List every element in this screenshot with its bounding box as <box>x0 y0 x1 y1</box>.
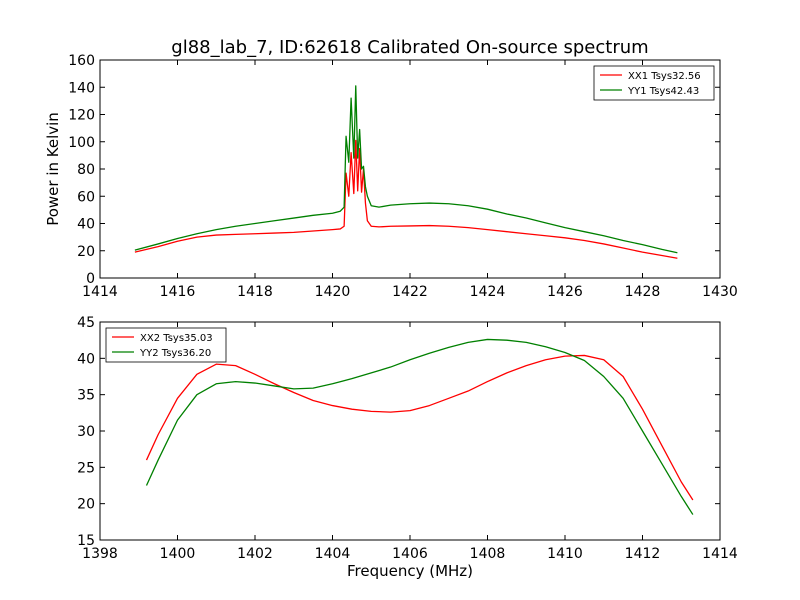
x-tick-label: 1402 <box>237 546 273 562</box>
x-tick-label: 1410 <box>547 546 583 562</box>
y-axis-label: Power in Kelvin <box>44 112 62 226</box>
y-tick-label: 40 <box>77 351 95 367</box>
legend-label: XX2 Tsys35.03 <box>140 333 213 344</box>
legend: XX2 Tsys35.03 YY2 Tsys36.20 <box>105 327 227 363</box>
x-tick-label: 1428 <box>625 284 661 300</box>
x-tick-label: 1422 <box>392 284 428 300</box>
y-tick-label: 80 <box>77 162 95 178</box>
series-line-1-1 <box>134 139 678 259</box>
legend-label: YY1 Tsys42.43 <box>627 86 699 97</box>
y-tick-label: 140 <box>68 80 95 96</box>
x-tick-label: 1424 <box>470 284 506 300</box>
y-tick-label: 20 <box>77 497 95 513</box>
x-tick-label: 1418 <box>237 284 273 300</box>
series-line-2-2 <box>145 338 694 515</box>
y-tick-label: 15 <box>77 533 95 549</box>
x-tick-label: 1416 <box>160 284 196 300</box>
x-tick-label: 1404 <box>315 546 351 562</box>
x-tick-label: 1420 <box>315 284 351 300</box>
chart-title: gl88_lab_7, ID:62618 Calibrated On-sourc… <box>171 37 648 58</box>
chart-panel-2: 1398 1400 1402 1404 1406 1408 1410 1412 1414 15 20… <box>77 315 738 580</box>
x-tick-label: 1406 <box>392 546 428 562</box>
y-tick-label: 40 <box>77 217 95 233</box>
y-tick-label: 60 <box>77 189 95 205</box>
y-tick-label: 25 <box>77 460 95 476</box>
x-tick-label: 1414 <box>702 546 738 562</box>
legend: XX1 Tsys32.56 YY1 Tsys42.43 <box>593 65 715 101</box>
series-line-2-1 <box>145 354 694 501</box>
legend-label: XX1 Tsys32.56 <box>628 71 701 82</box>
y-tick-label: 100 <box>68 135 95 151</box>
x-tick-label: 1400 <box>160 546 196 562</box>
x-tick-label: 1398 <box>82 546 118 562</box>
y-tick-label: 30 <box>77 424 95 440</box>
x-tick-label: 1412 <box>625 546 661 562</box>
legend-box <box>105 327 227 363</box>
legend-label: YY2 Tsys36.20 <box>139 348 211 359</box>
series-line-1-2 <box>134 85 678 254</box>
x-tick-label: 1430 <box>702 284 738 300</box>
x-axis-label: Frequency (MHz) <box>347 562 473 580</box>
y-tick-label: 35 <box>77 388 95 404</box>
legend-box <box>593 65 715 101</box>
y-tick-label: 0 <box>86 271 95 287</box>
y-tick-label: 120 <box>68 108 95 124</box>
y-tick-label: 160 <box>68 53 95 69</box>
x-tick-label: 1426 <box>547 284 583 300</box>
y-tick-label: 45 <box>77 315 95 331</box>
x-tick-label: 1414 <box>82 284 118 300</box>
x-tick-label: 1408 <box>470 546 506 562</box>
chart-panel-1: 1414 1416 1418 1420 1422 1424 1426 1428 1430 0 20 4… <box>44 53 738 300</box>
y-tick-label: 20 <box>77 244 95 260</box>
